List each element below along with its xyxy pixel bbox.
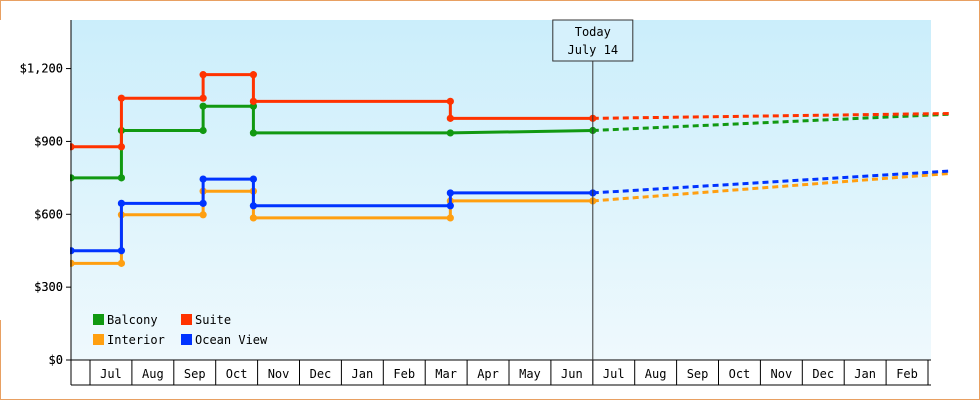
x-tick-label: Aug (645, 367, 667, 381)
x-tick-label: Jun (561, 367, 583, 381)
legend-label: Ocean View (195, 333, 268, 347)
data-point (117, 174, 126, 182)
x-tick-label: Dec (310, 367, 332, 381)
x-tick-label: Aug (142, 367, 164, 381)
data-point (249, 202, 258, 210)
x-tick-label: Oct (729, 367, 751, 381)
data-point (446, 202, 454, 210)
x-tick-label: Feb (393, 367, 415, 381)
series-line (69, 73, 593, 149)
x-tick-label: Dec (812, 367, 834, 381)
legend-swatch (181, 334, 192, 345)
x-tick-label: Apr (477, 367, 499, 381)
y-tick-label: $1,200 (20, 62, 63, 76)
data-point (446, 214, 454, 222)
data-point (446, 97, 454, 105)
data-point (249, 214, 258, 222)
data-point (249, 97, 258, 105)
x-tick-label: Jul (603, 367, 625, 381)
x-tick-label: Sep (687, 367, 709, 381)
y-tick-label: $600 (34, 207, 63, 221)
x-tick-label: Oct (226, 367, 248, 381)
left-mask (0, 20, 70, 320)
data-point (117, 94, 126, 102)
data-point (249, 129, 258, 137)
data-point (446, 129, 454, 137)
y-tick-label: $0 (49, 353, 63, 367)
legend-swatch (93, 314, 104, 325)
data-point (117, 143, 126, 151)
y-tick-label: $900 (34, 134, 63, 148)
data-point (199, 126, 207, 135)
legend-label: Interior (107, 333, 165, 347)
today-label: Today (575, 25, 611, 39)
x-tick-label: May (519, 367, 541, 381)
series-line (69, 177, 593, 253)
data-point (199, 102, 207, 110)
y-tick-label: $1,200 (20, 62, 63, 76)
data-point (117, 259, 126, 267)
data-point (117, 247, 126, 255)
legend-swatch (93, 334, 104, 345)
y-tick-label: $300 (34, 280, 63, 294)
legend-label: Balcony (107, 313, 158, 327)
x-tick-label: Jan (854, 367, 876, 381)
y-tick-label: $600 (34, 207, 63, 221)
x-tick-label: Mar (435, 367, 457, 381)
y-tick-label: $900 (34, 134, 63, 148)
y-tick-label: $300 (34, 280, 63, 294)
legend-swatch (181, 314, 192, 325)
data-point (199, 175, 207, 183)
data-point (446, 114, 454, 122)
legend: Balcony Suite Interior Ocean View (93, 313, 268, 347)
today-box (552, 19, 634, 62)
x-tick-label: Nov (268, 367, 290, 381)
x-tick-label: Feb (896, 367, 918, 381)
x-tick-label: Jan (352, 367, 374, 381)
data-point (199, 199, 207, 207)
y-tick-label: $0 (49, 353, 63, 367)
data-point (249, 71, 258, 79)
x-tick-label: Nov (771, 367, 793, 381)
x-tick-label: Jul (100, 367, 122, 381)
data-point (199, 71, 207, 79)
data-point (446, 189, 454, 197)
data-point (117, 199, 126, 207)
data-point (199, 211, 207, 219)
data-point (199, 94, 207, 102)
today-label: July 14 (568, 43, 619, 57)
data-point (249, 175, 258, 183)
legend-label: Suite (195, 313, 231, 327)
x-tick-label: Sep (184, 367, 206, 381)
